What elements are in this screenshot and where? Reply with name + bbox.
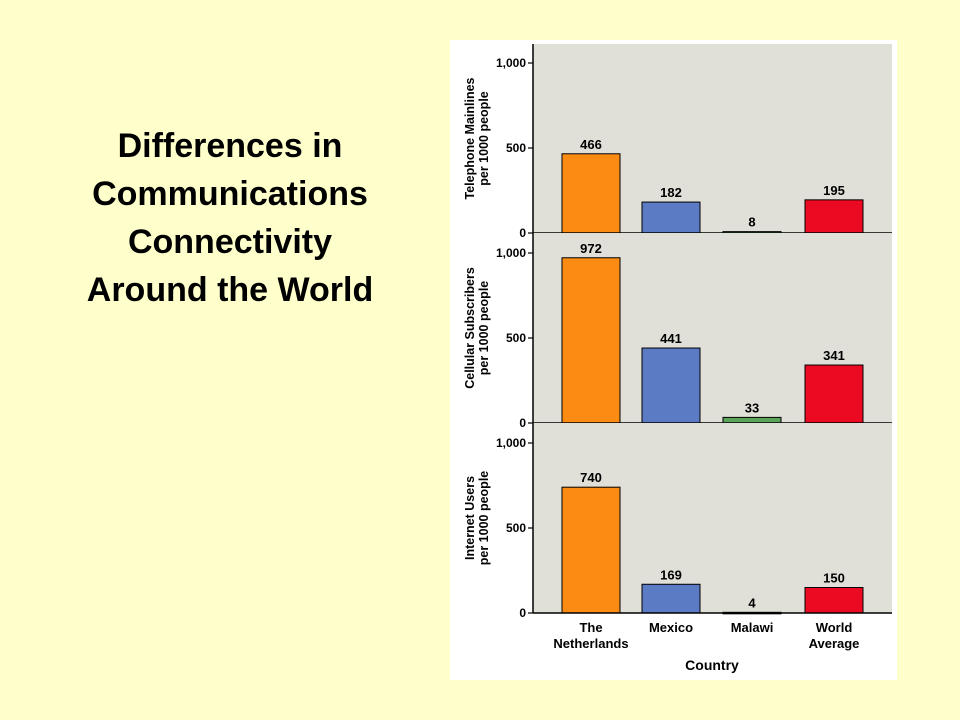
slide-title: Differences in Communications Connectivi… <box>40 122 420 314</box>
panel-3-bar <box>561 486 621 614</box>
panel-2-bar <box>722 416 782 424</box>
panel-3-y-label: Internet Usersper 1000 people <box>463 471 491 566</box>
panel-1-tick-label: 1,000 <box>496 56 526 70</box>
panel-1-bar-value: 466 <box>580 137 602 152</box>
panel-2-bar <box>641 347 701 424</box>
panel-1-bar-value: 8 <box>748 215 755 230</box>
panel-3-bar-value: 169 <box>660 567 682 582</box>
panel-1-y-label: Telephone Mainlinesper 1000 people <box>463 77 491 199</box>
x-axis-title: Country <box>685 657 739 673</box>
x-category-line: Netherlands <box>553 636 628 651</box>
x-category-line: World <box>816 620 853 635</box>
panel-2-bar-value: 33 <box>745 400 759 415</box>
panel-1-tick-label: 0 <box>519 226 526 240</box>
y-label-line: per 1000 people <box>477 281 491 376</box>
panel-2-y-label: Cellular Subscribersper 1000 people <box>463 267 491 389</box>
panel-1-bar <box>561 153 621 234</box>
y-label-line: Telephone Mainlines <box>463 77 477 199</box>
x-category-line: The <box>579 620 602 635</box>
x-category-label: The Netherlands <box>553 620 628 651</box>
panel-2-bar-value: 441 <box>660 331 682 346</box>
title-line-4: Around the World <box>86 271 374 309</box>
panel-3-tick-label: 1,000 <box>496 436 526 450</box>
panel-1-bar-value: 195 <box>823 183 845 198</box>
title-line-2: Communications <box>92 175 368 213</box>
panel-2-bar <box>804 364 864 424</box>
panel-3-bar-value: 150 <box>823 571 845 586</box>
y-label-line: Internet Users <box>463 476 477 560</box>
panel-3-bar <box>641 583 701 614</box>
x-category-label: Mexico <box>649 620 693 635</box>
panel-3-bar <box>804 587 864 614</box>
x-category-label: World Average <box>809 620 860 651</box>
panel-1-bar <box>804 199 864 234</box>
panel-3-bar-value: 4 <box>748 595 756 610</box>
panel-1-bar <box>641 201 701 234</box>
x-category-line: Mexico <box>649 620 693 635</box>
y-label-line: Cellular Subscribers <box>463 267 477 389</box>
panel-2-bar <box>561 257 621 424</box>
panel-3-tick-label: 500 <box>506 521 526 535</box>
panel-2-tick-label: 0 <box>519 416 526 430</box>
panel-2-tick-label: 1,000 <box>496 246 526 260</box>
x-category-label: Malawi <box>731 620 774 635</box>
panel-1-tick-label: 500 <box>506 141 526 155</box>
panel-3-tick-label: 0 <box>519 606 526 620</box>
panel-1-bar-value: 182 <box>660 185 682 200</box>
y-label-line: per 1000 people <box>477 91 491 186</box>
panel-2-bar-value: 341 <box>823 348 845 363</box>
panel-3-bar-value: 740 <box>580 470 602 485</box>
y-label-line: per 1000 people <box>477 471 491 566</box>
x-category-line: Average <box>809 636 860 651</box>
panel-2-tick-label: 500 <box>506 331 526 345</box>
panel-2-bar-value: 972 <box>580 241 602 256</box>
title-line-1: Differences in <box>117 127 343 165</box>
x-category-line: Malawi <box>731 620 774 635</box>
title-line-3: Connectivity <box>127 223 333 261</box>
